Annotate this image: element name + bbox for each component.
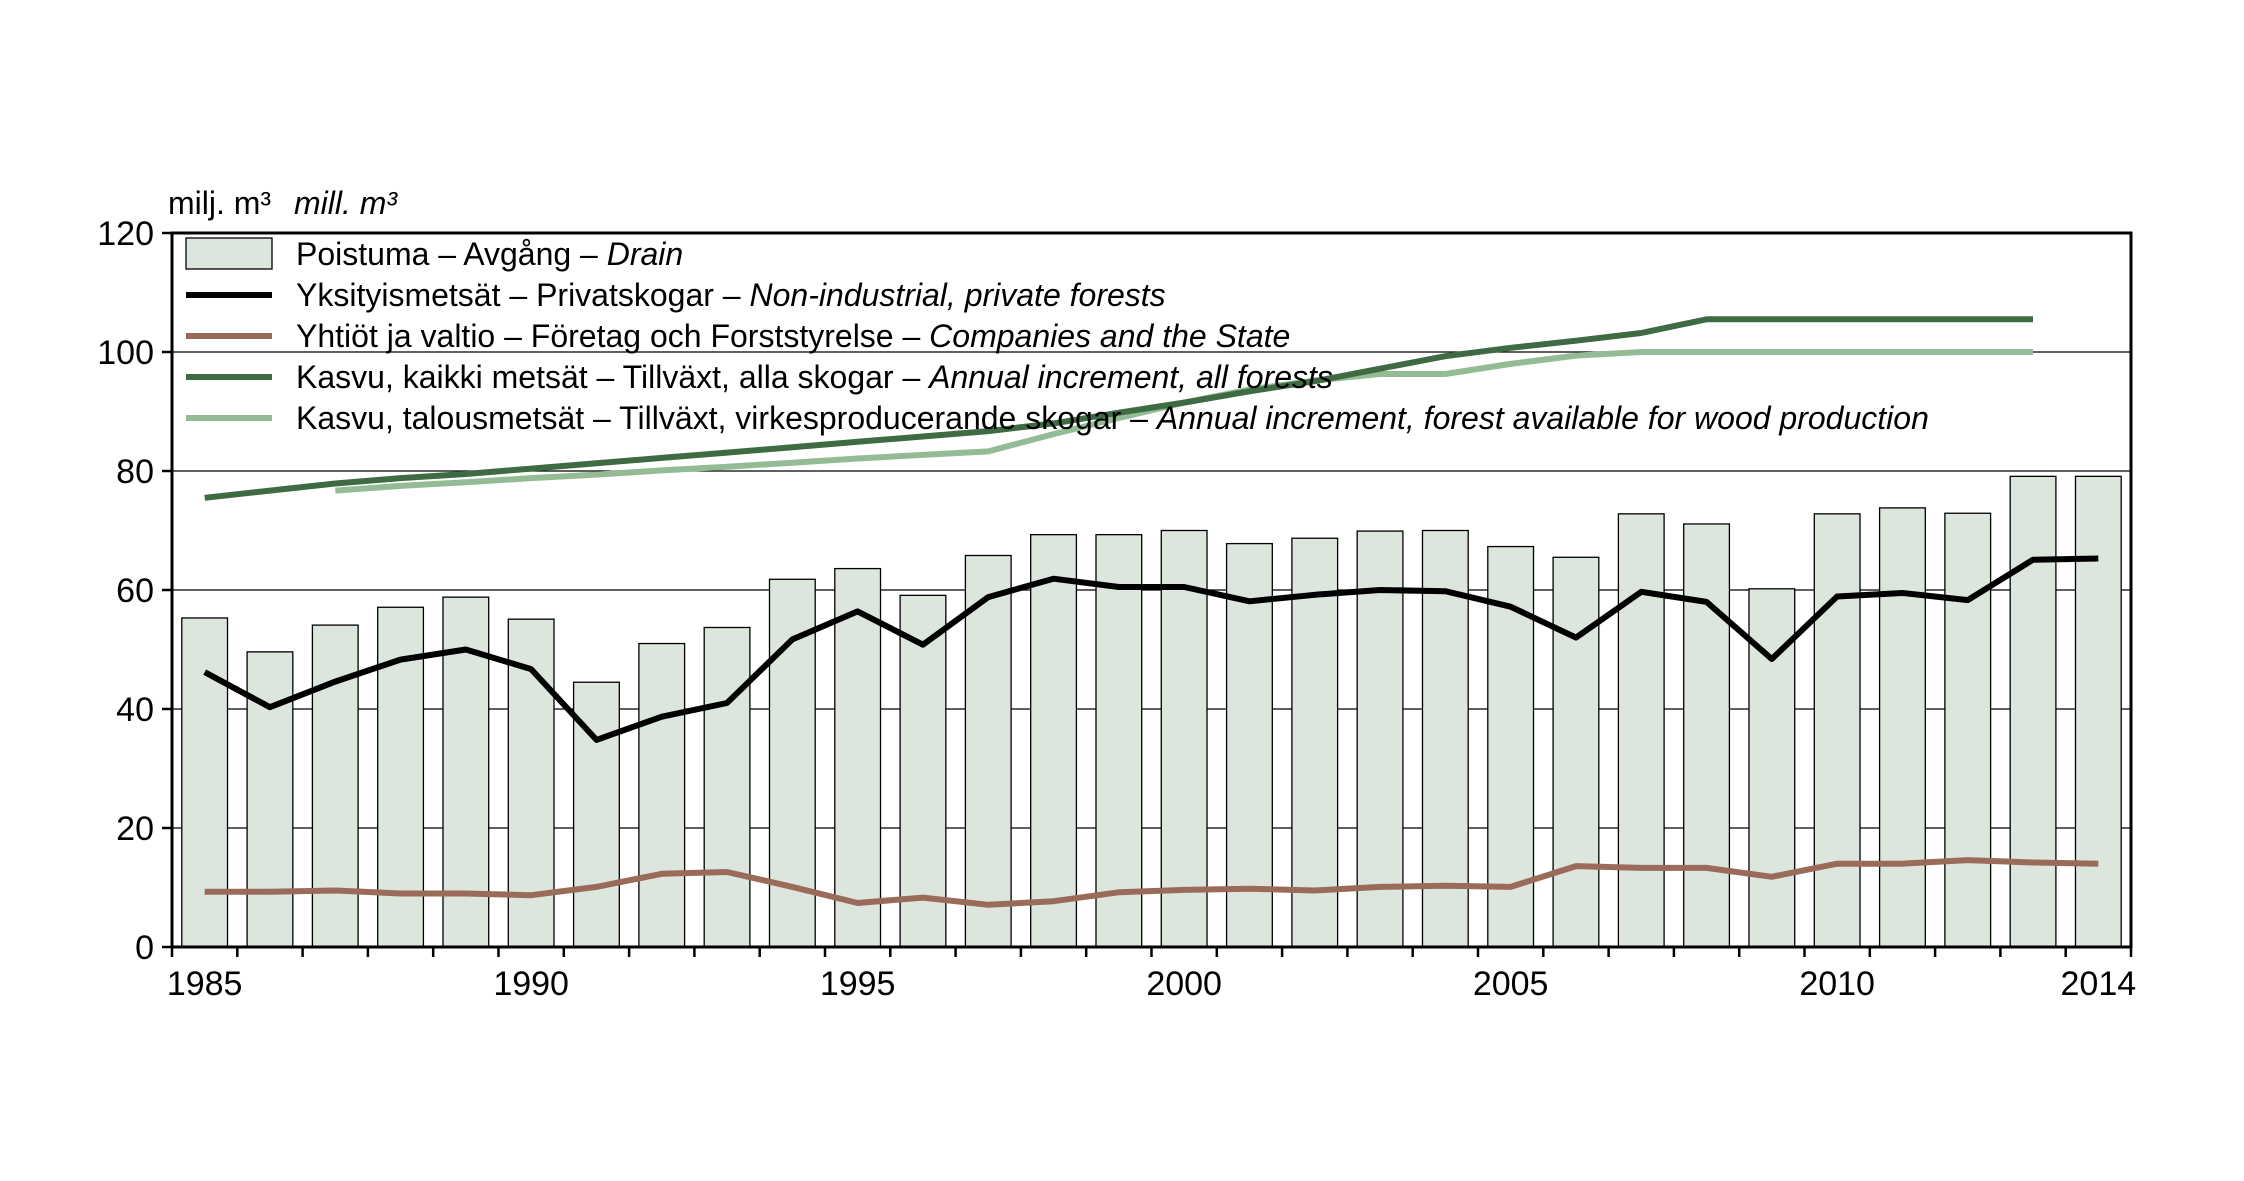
line-companies-and-the-state <box>204 857 2099 908</box>
bar-drain-2004 <box>1421 529 1469 948</box>
bar-drain-2011 <box>1878 507 1926 948</box>
bar-drain-1985 <box>181 617 229 948</box>
bar-drain-2007 <box>1617 513 1665 948</box>
bar-drain-2010 <box>1813 513 1861 948</box>
x-tick-label-1985: 1985 <box>167 965 243 1003</box>
legend: Poistuma – Avgång – Drain Yksityismetsät … <box>185 236 1929 436</box>
bar-drain-2012 <box>1944 512 1992 948</box>
bar-drain-2006 <box>1552 556 1600 948</box>
x-tick-label-2005: 2005 <box>1473 965 1549 1003</box>
bar-drain-1996 <box>899 594 947 948</box>
bar-drain-1992 <box>638 642 686 948</box>
line-non-industrial-private-forests <box>203 555 2099 743</box>
y-tick-label-100: 100 <box>97 334 154 372</box>
bar-drain-2002 <box>1291 537 1339 948</box>
bar-drain-1999 <box>1095 534 1143 948</box>
drain-bars <box>181 475 2122 948</box>
x-tick-label-1990: 1990 <box>493 965 569 1003</box>
x-axis: 1985 1990 1995 2000 2005 2010 2014 <box>167 947 2136 1003</box>
bar-drain-1998 <box>1030 534 1078 948</box>
y-axis-unit-english: mill. m³ <box>294 185 398 221</box>
y-axis-unit-local: milj. m³ <box>168 185 271 221</box>
y-tick-label-0: 0 <box>135 929 154 967</box>
legend-swatch-drain <box>185 237 273 270</box>
y-axis-unit: milj. m³ mill. m³ <box>168 185 398 221</box>
series-lines <box>203 316 2099 908</box>
x-tick-label-1995: 1995 <box>820 965 896 1003</box>
legend-label-drain: Poistuma – Avgång – Drain <box>296 236 683 272</box>
bar-drain-2014 <box>2074 475 2122 948</box>
y-tick-label-40: 40 <box>116 691 154 729</box>
bar-drain-2000 <box>1160 529 1208 948</box>
bar-drain-2008 <box>1683 523 1731 948</box>
y-tick-label-20: 20 <box>116 810 154 848</box>
legend-label-non-industrial-private-forests: Yksityismetsät – Privatskogar – Non-indu… <box>296 277 1166 313</box>
bar-drain-2001 <box>1225 542 1273 948</box>
x-tick-label-2010: 2010 <box>1799 965 1875 1003</box>
bar-drain-1993 <box>703 626 751 948</box>
legend-label-annual-increment-all-forests: Kasvu, kaikki metsät – Tillväxt, alla sk… <box>296 359 1333 395</box>
bar-drain-1995 <box>834 567 882 948</box>
bar-drain-2013 <box>2009 475 2057 948</box>
bar-drain-2003 <box>1356 530 1404 948</box>
x-tick-label-2000: 2000 <box>1146 965 1222 1003</box>
y-tick-label-80: 80 <box>116 453 154 491</box>
y-tick-label-120: 120 <box>97 215 154 253</box>
y-axis: 0 20 40 60 80 100 120 <box>97 215 172 967</box>
line-annual-increment-all-forests <box>204 316 2033 501</box>
x-tick-label-2014: 2014 <box>2061 965 2137 1003</box>
y-tick-label-60: 60 <box>116 572 154 610</box>
bar-drain-1997 <box>964 554 1012 948</box>
legend-label-companies-and-the-state: Yhtiöt ja valtio – Företag och Forststyr… <box>296 318 1290 354</box>
legend-label-annual-increment-forest-available-for-wood-production: Kasvu, talousmetsät – Tillväxt, virkespr… <box>296 400 1929 436</box>
